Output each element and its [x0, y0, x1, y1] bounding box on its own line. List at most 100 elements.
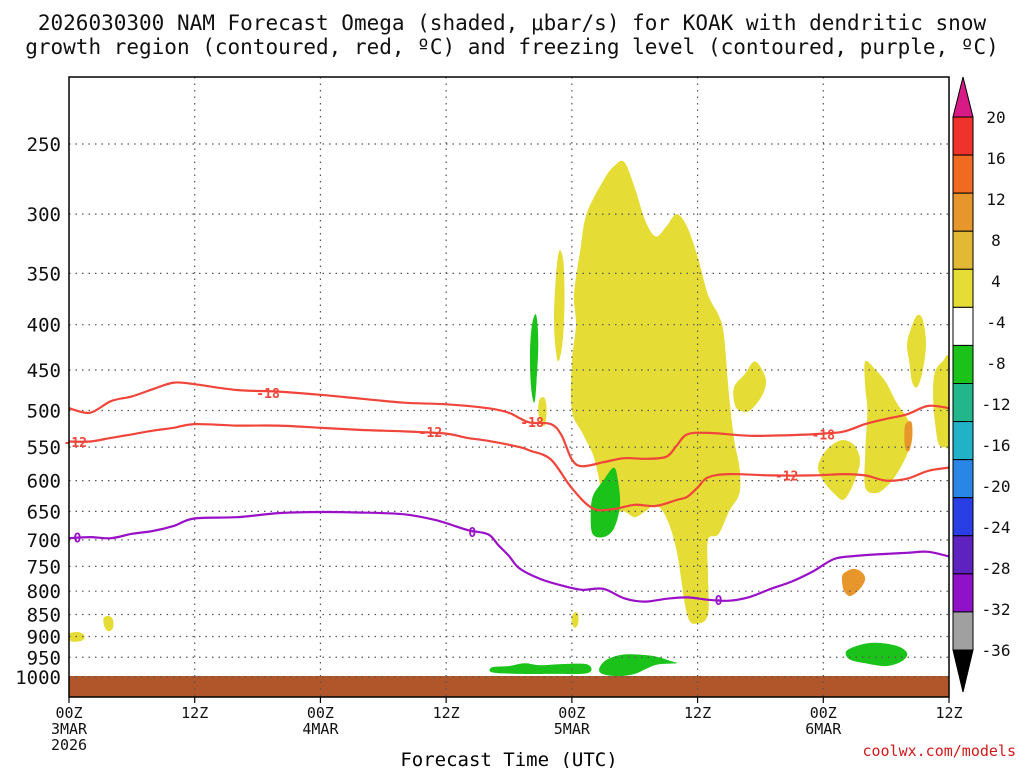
contour-label: 0	[715, 594, 723, 609]
x-tick-label: 2026	[51, 736, 87, 754]
x-tick-label: 5MAR	[554, 720, 591, 738]
colorbar-label: -16	[982, 436, 1011, 455]
contour-dgz-minus12	[69, 422, 949, 512]
omega-shade-positive-3	[733, 361, 767, 413]
colorbar-label: -12	[982, 395, 1011, 414]
y-tick-label: 550	[27, 437, 61, 459]
x-tick-label: 12Z	[684, 704, 711, 722]
colorbar-swatch	[952, 459, 974, 499]
colorbar-label: -20	[982, 477, 1011, 496]
x-tick-label: 00Z	[307, 704, 334, 722]
contour-label: -12	[419, 426, 442, 441]
x-tick-label: 6MAR	[805, 720, 842, 738]
colorbar-swatch	[952, 154, 974, 194]
x-axis-label: Forecast Time (UTC)	[400, 749, 617, 768]
colorbar-swatch	[952, 192, 974, 232]
colorbar-label: -28	[982, 559, 1011, 578]
y-tick-label: 400	[27, 315, 61, 337]
colorbar-swatch	[952, 230, 974, 270]
colorbar-label: 20	[986, 108, 1005, 127]
colorbar-label: -36	[982, 641, 1011, 660]
colorbar-label: -24	[982, 518, 1011, 537]
omega-shade-positive-13	[841, 568, 866, 597]
colorbar-swatch	[952, 383, 974, 423]
plot-frame	[68, 76, 950, 698]
y-tick-label: 800	[27, 581, 61, 603]
axes: 2503003504004505005506006507007508008509…	[15, 76, 963, 754]
x-tick-label: 12Z	[935, 704, 962, 722]
contour-label: -12	[775, 469, 798, 484]
terrain-surface-band	[69, 676, 949, 697]
colorbar-swatch	[952, 268, 974, 308]
colorbar-label: -32	[982, 600, 1011, 619]
x-tick-label: 3MAR	[51, 720, 88, 738]
contour-freezing-0	[69, 510, 949, 603]
omega-shade-negative-19	[845, 642, 908, 667]
colorbar-swatch	[952, 344, 974, 384]
chart-title-line-1: 2026030300 NAM Forecast Omega (shaded, μ…	[37, 11, 987, 35]
y-tick-label: 650	[27, 501, 61, 523]
omega-shade-positive-14	[904, 421, 913, 452]
grid-lines	[69, 77, 949, 697]
y-tick-label: 700	[27, 530, 61, 552]
y-tick-label: 750	[27, 556, 61, 578]
colorbar-label: -8	[986, 354, 1005, 373]
colorbar-label: 8	[991, 231, 1001, 250]
y-tick-label: 1000	[15, 667, 61, 689]
colorbar-min-arrow	[952, 649, 974, 693]
colorbar-swatch	[952, 421, 974, 461]
contour-label: -18	[520, 416, 544, 431]
contour-label: -18	[256, 387, 280, 402]
omega-shade-positive-4	[818, 440, 860, 500]
omega-shade-positive-9	[538, 397, 547, 427]
contour-labels: -18 -18 -18 -12 -12 -12 0 0 0	[64, 387, 836, 609]
omega-shade-positive-7	[907, 314, 926, 388]
contour-label: 0	[468, 526, 476, 541]
contour-label: 0	[73, 532, 81, 547]
omega-shade-positive-0	[570, 160, 741, 624]
omega-colorbar: 20 16 12 8 4 -4 -8 -12 -16 -20 -24 -28 -32 -36	[952, 76, 1011, 693]
contour-label: -18	[812, 428, 836, 443]
y-tick-label: 500	[27, 401, 61, 423]
x-tick-label: 00Z	[55, 704, 82, 722]
colorbar-label: 16	[986, 149, 1005, 168]
omega-shade-negative-17	[489, 663, 592, 675]
omega-shade-positive-8	[933, 355, 949, 449]
x-tick-label: 00Z	[558, 704, 585, 722]
y-tick-label: 850	[27, 605, 61, 627]
site-credit: coolwx.com/models	[862, 742, 1016, 760]
colorbar-label: 4	[991, 272, 1001, 291]
colorbar-swatch	[952, 573, 974, 613]
contour-label: -12	[64, 436, 87, 451]
omega-shade-positive-1	[553, 250, 565, 362]
x-tick-label: 12Z	[181, 704, 208, 722]
colorbar-swatch	[952, 611, 974, 651]
omega-shade-negative-15	[529, 314, 539, 403]
chart-title-line-2: growth region (contoured, red, ºC) and f…	[25, 35, 999, 59]
y-tick-label: 300	[27, 204, 61, 226]
omega-shade-positive-11	[103, 615, 114, 632]
colorbar-swatch	[952, 116, 974, 156]
y-tick-label: 950	[27, 647, 61, 669]
x-tick-label: 00Z	[810, 704, 837, 722]
colorbar-label: -4	[986, 313, 1005, 332]
omega-shade-negative-18	[599, 654, 678, 677]
colorbar-swatch	[952, 306, 974, 346]
x-tick-label: 12Z	[433, 704, 460, 722]
y-tick-label: 900	[27, 626, 61, 648]
y-tick-label: 250	[27, 134, 61, 156]
y-tick-label: 350	[27, 263, 61, 285]
colorbar-swatch	[952, 497, 974, 537]
omega-shade-positive-2	[638, 238, 648, 388]
contour-layer	[69, 381, 949, 603]
omega-shade-positive-6	[864, 360, 913, 494]
contour-dgz-minus18	[69, 381, 949, 468]
x-tick-label: 4MAR	[302, 720, 339, 738]
omega-shade-positive-12	[571, 612, 579, 628]
y-tick-label: 450	[27, 360, 61, 382]
colorbar-max-arrow	[952, 76, 974, 118]
colorbar-swatch	[952, 535, 974, 575]
omega-shade-negative-16	[590, 467, 621, 538]
y-tick-label: 600	[27, 471, 61, 493]
